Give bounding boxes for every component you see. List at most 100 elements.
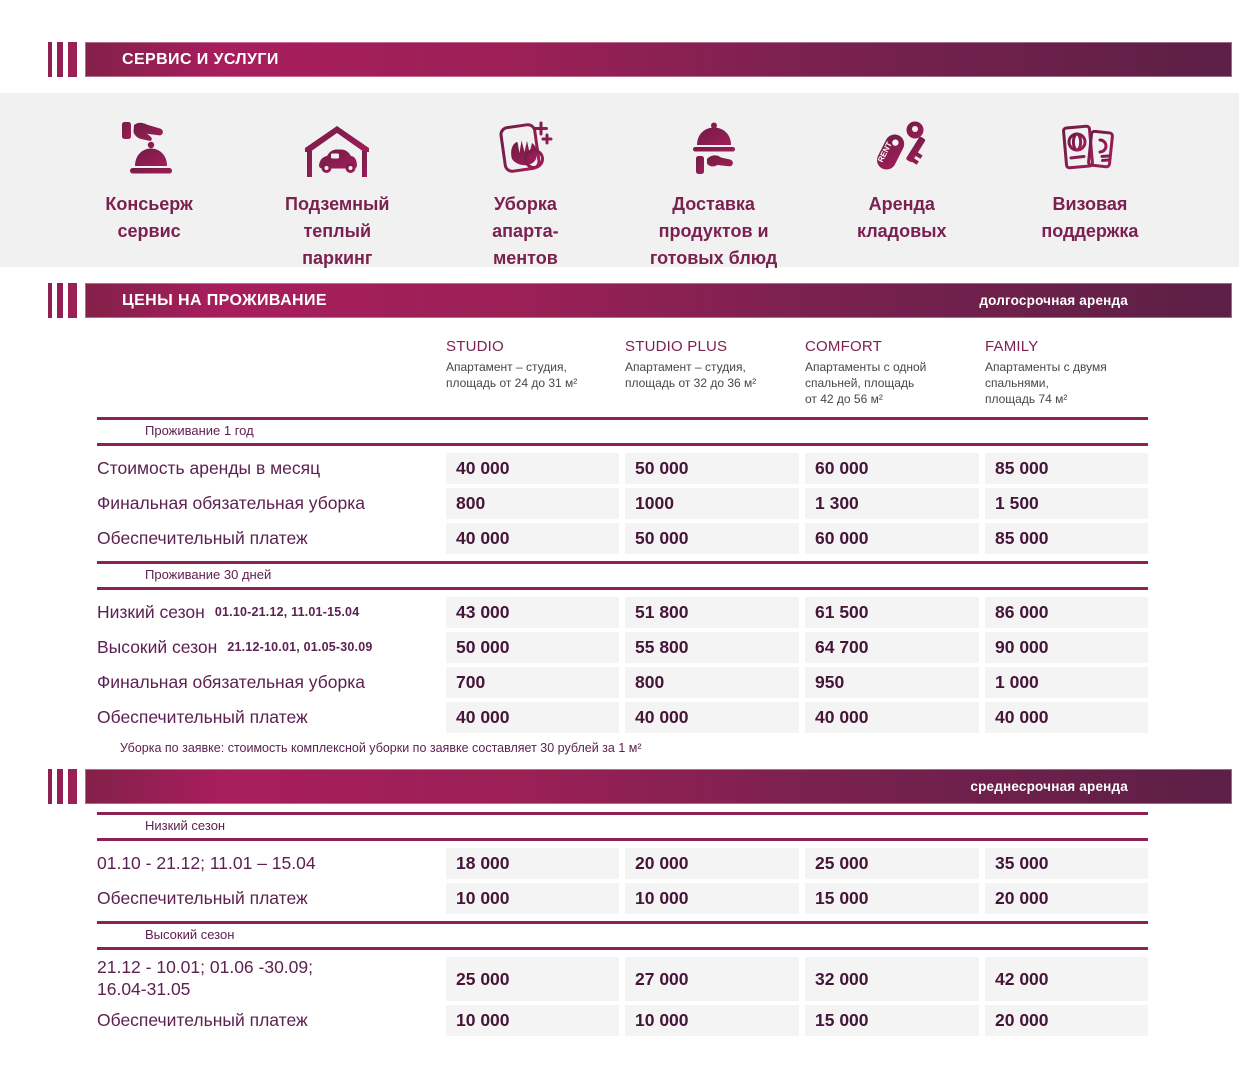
pricing-bar: ЦЕНЫ НА ПРОЖИВАНИЕ долгосрочная аренда [85,283,1232,318]
row-label-cell: Обеспечительный платеж [97,702,446,733]
price-cell: 10 000 [625,1005,799,1037]
midterm-bar: среднесрочная аренда [85,769,1232,805]
price-cell: 50 000 [625,453,799,485]
row-label: 21.12 - 10.01; 01.06 -30.09; 16.04-31.05 [97,957,313,1000]
row-label: 01.10 - 21.12; 11.01 – 15.04 [97,853,316,874]
price-cell: 60 000 [805,453,979,485]
bar-stripes-icon [48,283,77,318]
column-name: STUDIO PLUS [625,338,728,355]
section-bar-services: СЕРВИС И УСЛУГИ [48,42,1232,77]
column-description: Апартамент – студия, площадь от 32 до 36… [625,360,757,390]
midterm-table: Низкий сезон 01.10 - 21.12; 11.01 – 15.04… [97,812,1148,1037]
parking-garage-icon [303,113,371,179]
table-row: Финальная обязательная уборка 700 800 950 1 … [97,667,1148,699]
price-cell: 1000 [625,488,799,520]
price-cell: 1 500 [985,488,1148,520]
table-row: Стоимость аренды в месяц 40 000 50 000 60 0… [97,453,1148,485]
row-sublabel: 21.12-10.01, 01.05-30.09 [227,640,373,655]
price-cell: 25 000 [805,848,979,880]
column-description: Апартамент – студия, площадь от 24 до 31… [446,360,578,390]
longterm-table: Проживание 1 год Стоимость аренды в месяц… [97,417,1148,734]
row-label: Низкий сезон [97,602,205,623]
price-cell: 86 000 [985,597,1148,629]
service-label: Уборка апарта- ментов [492,194,559,268]
price-cell: 42 000 [985,957,1148,1002]
service-label: Визовая поддержка [1041,194,1139,241]
row-label-cell: Обеспечительный платеж [97,523,446,554]
bar-stripes-icon [48,42,77,77]
row-label: Стоимость аренды в месяц [97,458,321,479]
price-cell: 35 000 [985,848,1148,880]
price-cell: 700 [446,667,619,699]
price-cell: 800 [446,488,619,520]
price-cell: 1 000 [985,667,1148,699]
row-label: Финальная обязательная уборка [97,493,366,514]
price-cell: 40 000 [625,702,799,734]
price-cell: 55 800 [625,632,799,664]
column-description: Апартаменты с одной спальней, площадь от… [805,360,927,406]
service-item-visa: Визовая поддержка [996,93,1184,245]
row-sublabel: 01.10-21.12, 11.01-15.04 [214,605,360,620]
row-label-cell: Стоимость аренды в месяц [97,453,446,484]
price-cell: 950 [805,667,979,699]
group-header: Проживание 1 год [97,417,1148,447]
midterm-badge: среднесрочная аренда [970,779,1128,795]
price-cell: 25 000 [446,957,619,1002]
services-bar-title: СЕРВИС И УСЛУГИ [122,50,279,68]
row-label-cell: Высокий сезон 21.12-10.01, 01.05-30.09 [97,632,446,663]
table-row: 01.10 - 21.12; 11.01 – 15.04 18 000 20 000… [97,848,1148,880]
column-name: COMFORT [805,338,882,355]
row-label: Обеспечительный платеж [97,1009,308,1030]
price-cell: 20 000 [625,848,799,880]
row-label-cell: Низкий сезон 01.10-21.12, 11.01-15.04 [97,597,446,628]
table-row: Высокий сезон 21.12-10.01, 01.05-30.09 50 … [97,632,1148,664]
rent-keys-icon: RENT [871,113,933,179]
column-name: FAMILY [985,338,1039,355]
food-delivery-cloche-icon [684,113,744,179]
price-cell: 85 000 [985,453,1148,485]
group-header-label: Проживание 30 дней [145,567,272,583]
price-cell: 90 000 [985,632,1148,664]
price-cell: 40 000 [446,523,619,555]
column-studio: STUDIO Апартамент – студия, площадь от 2… [446,338,625,407]
cleaning-wipe-icon [494,113,556,179]
pricing-bar-title: ЦЕНЫ НА ПРОЖИВАНИЕ [122,291,327,309]
price-cell: 20 000 [985,1005,1148,1037]
column-name: STUDIO [446,338,504,355]
service-item-parking: Подземный теплый паркинг [243,93,431,272]
row-label-cell: 01.10 - 21.12; 11.01 – 15.04 [97,848,446,879]
service-item-food-delivery: Доставка продуктов и готовых блюд [620,93,808,272]
row-label: Обеспечительный платеж [97,528,308,549]
service-item-concierge: Консьерж сервис [55,93,243,245]
group-header-label: Проживание 1 год [145,423,254,439]
price-cell: 1 300 [805,488,979,520]
price-cell: 60 000 [805,523,979,555]
column-family: FAMILY Апартаменты с двумя спальнями, пл… [985,338,1148,407]
price-cell: 40 000 [985,702,1148,734]
price-cell: 10 000 [625,883,799,915]
row-label: Финальная обязательная уборка [97,672,366,693]
bar-stripes-icon [48,769,77,805]
table-row: Финальная обязательная уборка 800 1000 1 30… [97,488,1148,520]
group-header-label: Высокий сезон [145,927,235,943]
longterm-badge: долгосрочная аренда [979,293,1128,308]
group-header: Проживание 30 дней [97,561,1148,591]
column-description: Апартаменты с двумя спальнями, площадь 7… [985,360,1107,406]
table-row: Обеспечительный платеж 10 000 10 000 15 000… [97,883,1148,915]
table-row: 21.12 - 10.01; 01.06 -30.09; 16.04-31.05… [97,957,1148,1002]
row-label-cell: Финальная обязательная уборка [97,488,446,519]
price-cell: 27 000 [625,957,799,1002]
concierge-bell-icon [117,113,181,179]
row-label: Обеспечительный платеж [97,888,308,909]
service-label: Аренда кладовых [856,194,947,241]
service-item-cleaning: Уборка апарта- ментов [431,93,619,272]
price-cell: 800 [625,667,799,699]
service-item-storage-rent: RENT Аренда кладовых [808,93,996,245]
price-cell: 85 000 [985,523,1148,555]
table-row: Обеспечительный платеж 40 000 50 000 60 000… [97,523,1148,555]
price-cell: 64 700 [805,632,979,664]
price-cell: 15 000 [805,1005,979,1037]
row-label-cell: 21.12 - 10.01; 01.06 -30.09; 16.04-31.05 [97,957,446,1001]
column-comfort: COMFORT Апартаменты с одной спальней, пл… [805,338,985,407]
column-studio-plus: STUDIO PLUS Апартамент – студия, площадь… [625,338,805,407]
